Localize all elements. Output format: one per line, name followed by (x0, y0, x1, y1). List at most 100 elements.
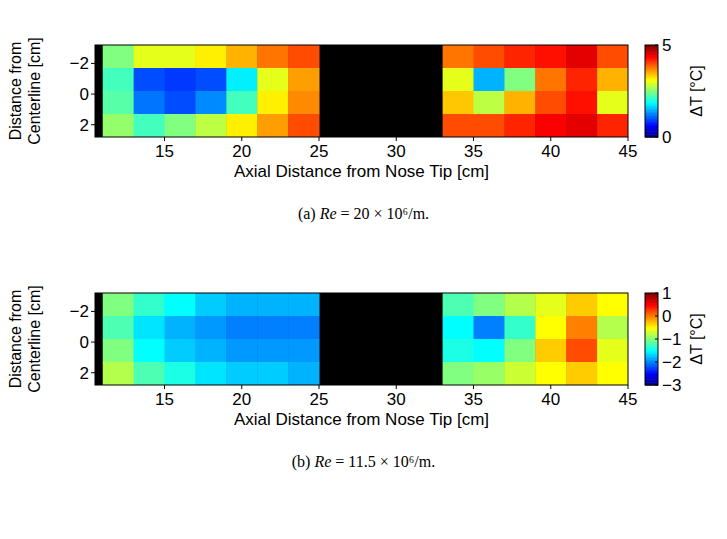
caption-part: = 20 × 10⁶/m. (337, 205, 430, 222)
colorbar: 10−1−2−3ΔT [°C] (645, 284, 705, 395)
heat-cell (535, 316, 566, 340)
heat-cell (103, 45, 134, 69)
colorbar-tick (655, 45, 658, 46)
heat-cell (195, 362, 226, 385)
heat-cell (597, 316, 628, 340)
heat-cell (504, 91, 535, 115)
y-tick (91, 63, 95, 64)
heat-cell (504, 293, 535, 317)
heat-cell (566, 91, 597, 115)
heat-cell (103, 91, 134, 115)
colorbar-tick (655, 316, 658, 317)
heat-cell (165, 91, 196, 115)
x-tick (550, 385, 551, 389)
heat-cell (288, 362, 319, 385)
heat-cell (566, 362, 597, 385)
heat-cell (443, 316, 474, 340)
caption-part: (a) (298, 205, 320, 223)
heat-cell (165, 316, 196, 340)
heat-cell (195, 45, 226, 69)
heat-cell (504, 316, 535, 340)
y-axis-title: Distance fromCenterline [cm] (7, 37, 43, 145)
heat-cell (288, 45, 319, 69)
heat-cell (535, 45, 566, 69)
heat-cell (288, 114, 319, 137)
x-axis-title: Axial Distance from Nose Tip [cm] (234, 410, 489, 429)
x-tick (628, 385, 629, 389)
heat-cell (226, 45, 257, 69)
x-tick (396, 385, 397, 389)
y-tick (91, 311, 95, 312)
colorbar: 05ΔT [°C] (645, 36, 705, 147)
heat-cell (195, 114, 226, 137)
x-tick-label: 35 (464, 142, 483, 161)
y-axis-title-line: Centerline [cm] (26, 285, 43, 393)
heat-cell (257, 91, 288, 115)
heat-cell (226, 339, 257, 363)
heat-cell (257, 68, 288, 92)
heat-cell (288, 293, 319, 317)
heat-cell (597, 45, 628, 69)
y-tick-label: 2 (80, 364, 89, 383)
heat-cell (535, 68, 566, 92)
heat-cell (443, 45, 474, 69)
heat-cell (195, 339, 226, 363)
x-tick (473, 137, 474, 141)
x-tick (241, 385, 242, 389)
heat-cell (226, 114, 257, 137)
colorbar-tick (655, 385, 658, 386)
heat-cell (134, 316, 165, 340)
colorbar-title: ΔT [°C] (688, 313, 705, 364)
heat-cell (195, 316, 226, 340)
heat-cell (566, 68, 597, 92)
heat-cell (566, 316, 597, 340)
colorbar-tick-label: 5 (662, 36, 671, 55)
heat-cell (195, 293, 226, 317)
heat-cell (504, 339, 535, 363)
y-tick (91, 342, 95, 343)
heat-cell (288, 339, 319, 363)
y-axis-title: Distance fromCenterline [cm] (7, 285, 43, 393)
heat-cell (257, 293, 288, 317)
x-tick-label: 30 (387, 142, 406, 161)
x-tick-label: 45 (619, 390, 638, 409)
heat-cell (103, 293, 134, 317)
heat-cell (165, 339, 196, 363)
heat-cell (134, 68, 165, 92)
heat-cell (474, 339, 505, 363)
caption: (a) Re = 20 × 10⁶/m. (298, 205, 429, 223)
colorbar-frame (645, 45, 658, 137)
y-tick-label: −2 (70, 54, 89, 73)
x-axis-title: Axial Distance from Nose Tip [cm] (234, 162, 489, 181)
colorbar-tick (655, 339, 658, 340)
colorbar-tick-label: −3 (662, 376, 681, 395)
colorbar-tick (655, 362, 658, 363)
y-tick (91, 94, 95, 95)
heat-cell (597, 91, 628, 115)
y-tick (91, 124, 95, 125)
heat-cell (103, 114, 134, 137)
heat-cell (504, 68, 535, 92)
heat-cell (226, 68, 257, 92)
x-tick (550, 137, 551, 141)
x-tick (396, 137, 397, 141)
x-tick-label: 25 (310, 142, 329, 161)
heat-cell (103, 362, 134, 385)
colorbar-tick-label: 1 (662, 284, 671, 303)
heat-cell (535, 362, 566, 385)
heat-cell (226, 91, 257, 115)
panel: 15202530354045−202Axial Distance from No… (7, 284, 706, 471)
heat-cell (474, 316, 505, 340)
caption-part: = 11.5 × 10⁶/m. (331, 453, 435, 470)
plot-background (95, 293, 628, 385)
caption-part: Re (319, 205, 337, 222)
heat-cell (566, 114, 597, 137)
heat-cell (535, 91, 566, 115)
x-tick (473, 385, 474, 389)
heat-cell (474, 68, 505, 92)
heat-cell (134, 91, 165, 115)
plot-area (95, 45, 628, 137)
heat-cell (443, 362, 474, 385)
heat-cell (535, 293, 566, 317)
x-tick-label: 40 (541, 390, 560, 409)
